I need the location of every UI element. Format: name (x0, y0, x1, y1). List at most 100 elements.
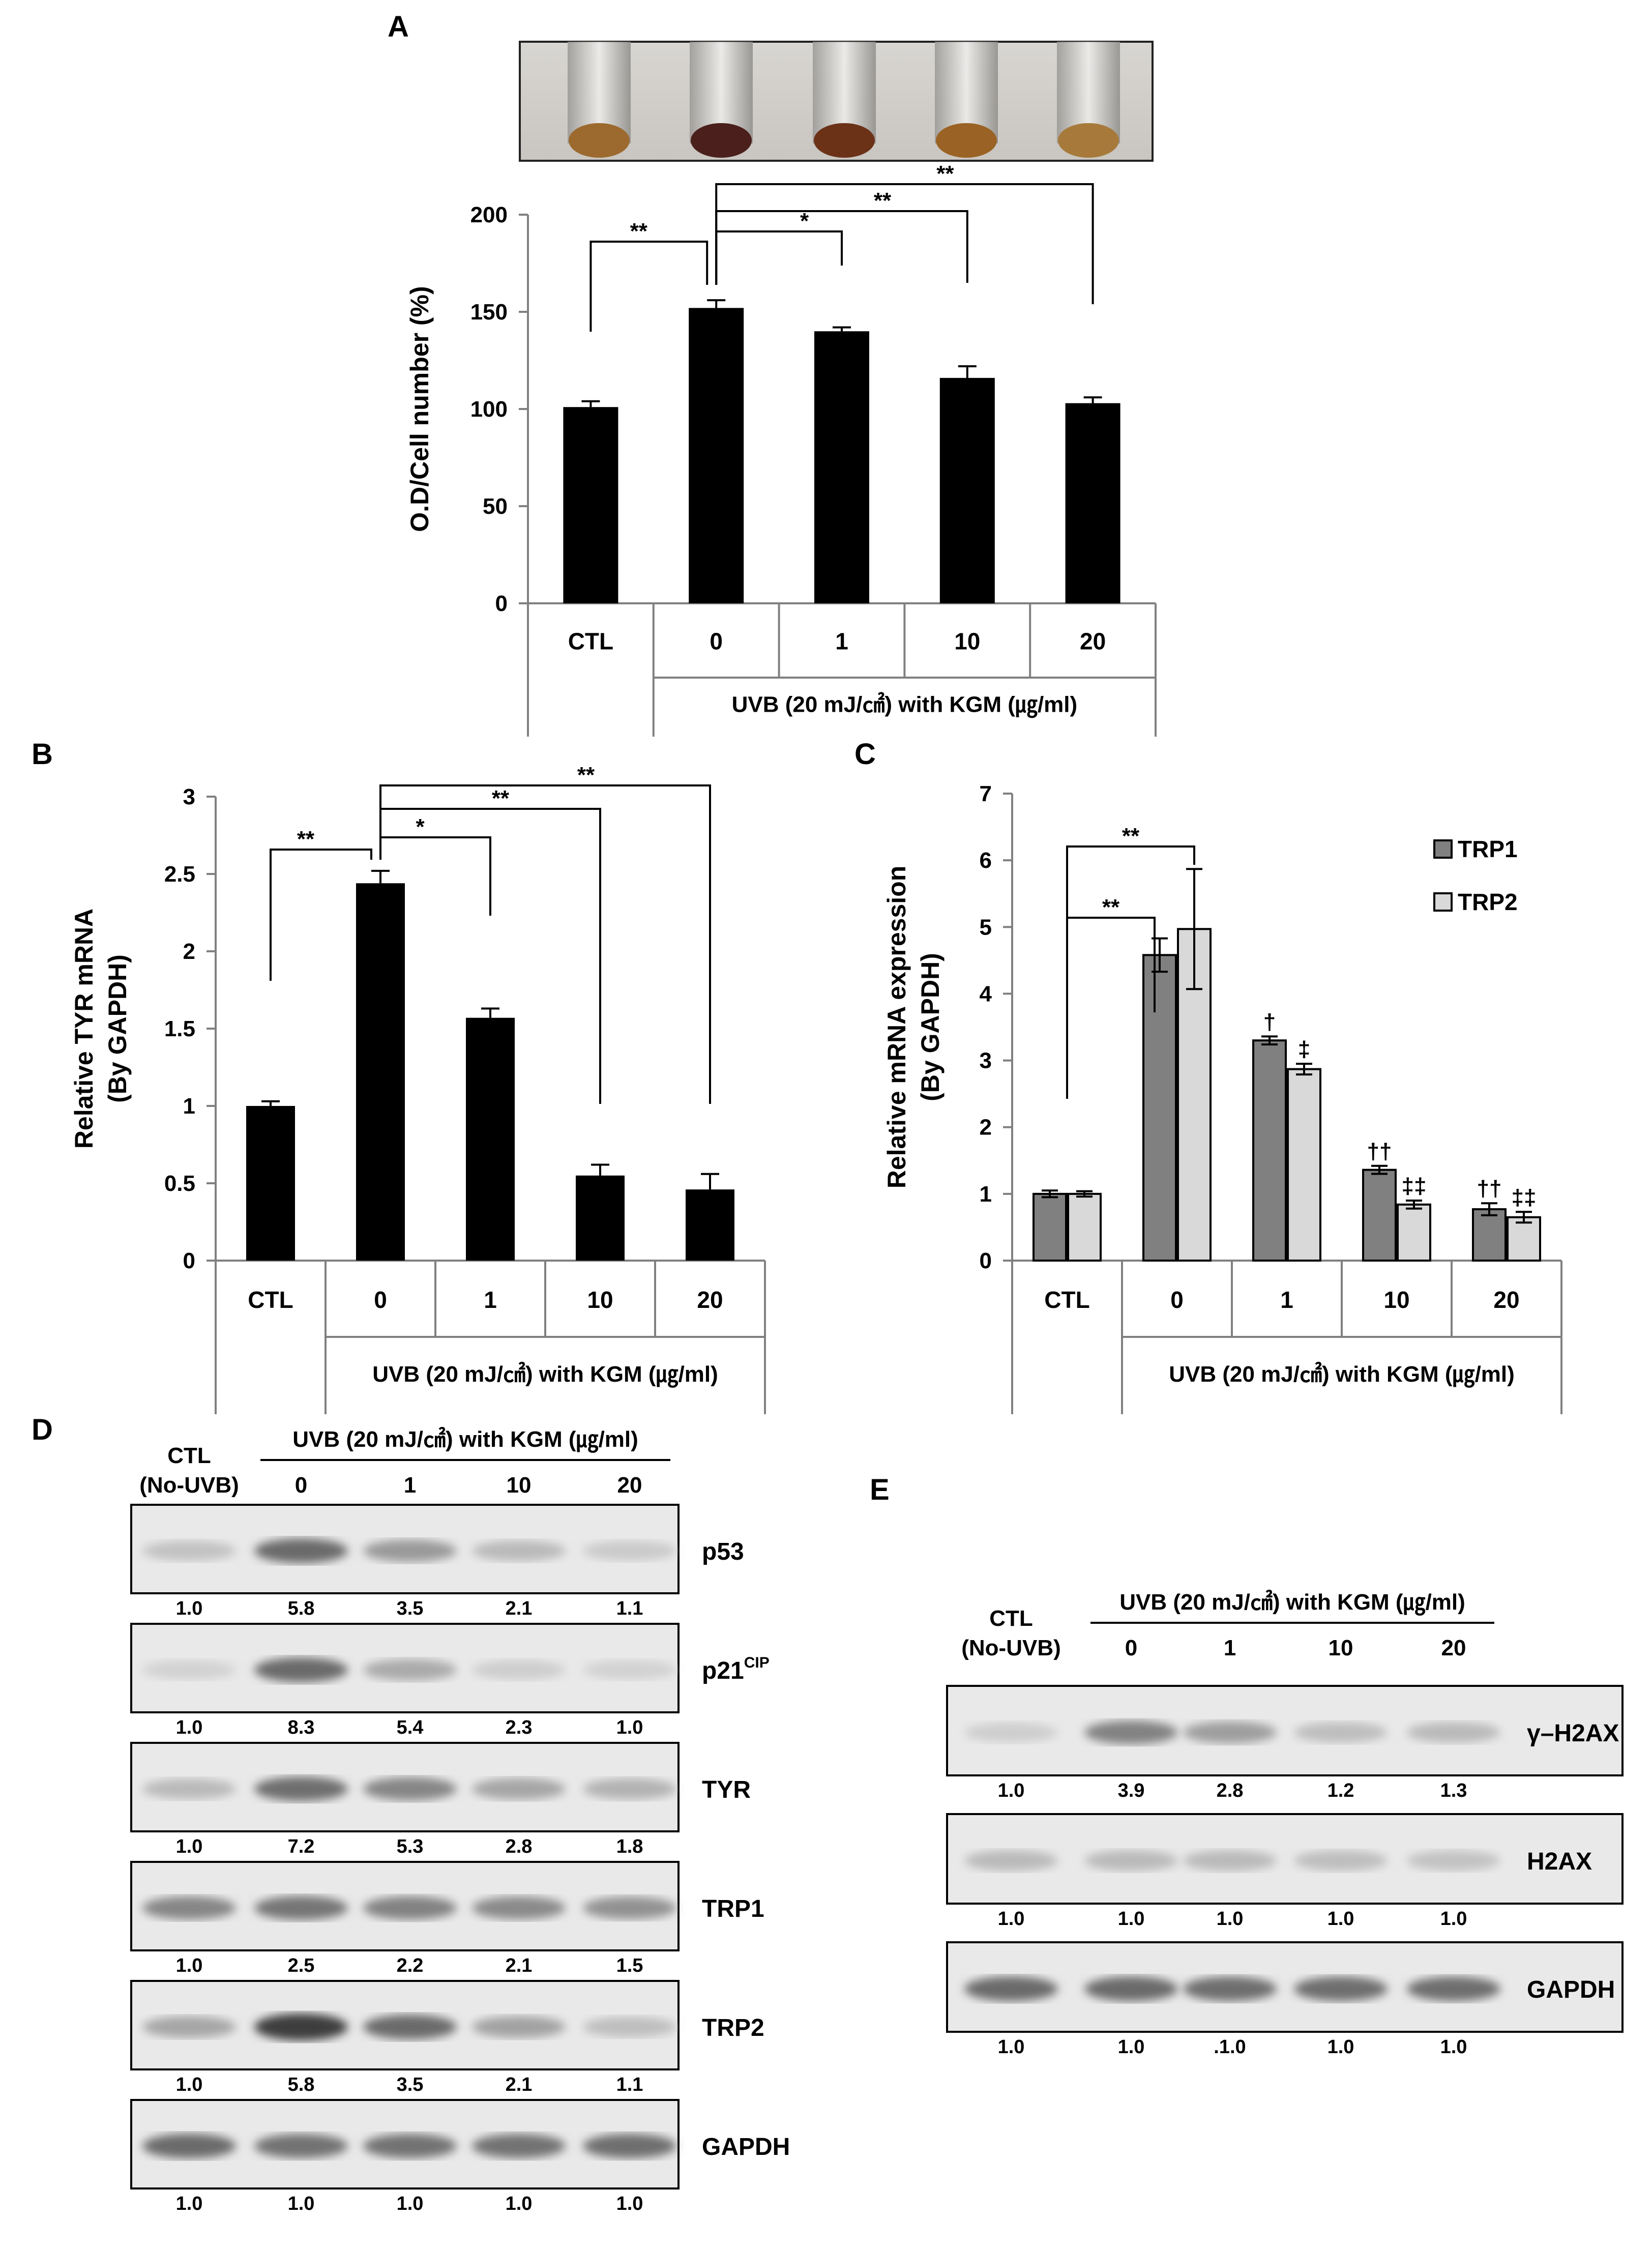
blot-membrane (946, 1813, 1624, 1905)
bar-trp1 (1472, 1208, 1507, 1262)
blot-band (583, 1660, 676, 1680)
band-quantification: 1.3 (1440, 1780, 1467, 1801)
protein-label: p21CIP (702, 1654, 770, 1684)
blot-band (472, 2134, 566, 2158)
band-quantification: 2.3 (506, 1717, 533, 1738)
protein-label: GAPDH (1527, 1976, 1615, 2003)
bar-trp2 (1067, 1192, 1102, 1262)
band-quantification: 1.0 (1118, 1908, 1145, 1930)
blot-band (1407, 1850, 1500, 1871)
blot-band (472, 1896, 566, 1920)
blot-band (583, 2134, 676, 2158)
blot-band (254, 1538, 348, 1563)
legend-swatch-trp1 (1433, 839, 1453, 859)
significance-bracket (270, 849, 372, 981)
band-quantification: 1.0 (1118, 2036, 1145, 2058)
protein-label-superscript: CIP (744, 1654, 770, 1671)
y-tick-label: 200 (470, 202, 508, 227)
blot-membrane (946, 1941, 1624, 2033)
legend-swatch-trp2 (1433, 892, 1453, 912)
blot-band (583, 1896, 676, 1919)
western-blot-e: CTL (No-UVB) UVB (20 mJ/㎠) with KGM (㎍/ml)… (946, 1589, 1624, 2058)
y-tick-label: 0 (980, 1248, 992, 1273)
category-label: 10 (954, 628, 980, 655)
band-quantification: 1.2 (1328, 1780, 1354, 1801)
blot-band (363, 2134, 457, 2158)
significance-bracket (589, 241, 709, 332)
ctl-label-line2: (No-UVB) (961, 1636, 1061, 1660)
group-label: UVB (20 mJ/㎠) with KGM (㎍/ml) (372, 1361, 718, 1388)
blot-row-p21: 1.0 8.3 5.4 2.3 1.0 p21CIP (130, 1623, 770, 1738)
y-tick-label: 3 (980, 1048, 992, 1073)
band-quantification: 5.8 (288, 2074, 315, 2095)
treatment-header: UVB (20 mJ/㎠) with KGM (㎍/ml) (1119, 1589, 1465, 1616)
panel-letter-b: B (32, 738, 53, 771)
y-axis-title: O.D/Cell number (%) (405, 286, 434, 532)
panel-letter-d: D (32, 1413, 53, 1446)
blot-band (1084, 1850, 1178, 1871)
band-quantification: 2.1 (506, 1598, 533, 1619)
band-quantification: 1.0 (176, 1836, 203, 1857)
category-label: 20 (1493, 1287, 1519, 1313)
protein-label: TRP1 (702, 1895, 764, 1922)
band-quantification: 1.0 (176, 1955, 203, 1976)
category-label: 0 (1170, 1287, 1184, 1313)
category-label: 0 (374, 1287, 387, 1313)
band-quantification: 3.5 (397, 2074, 424, 2095)
band-quantification: 1.1 (616, 2074, 643, 2095)
category-label: 20 (697, 1287, 723, 1313)
bar (246, 1106, 295, 1261)
y-tick-label: 0 (495, 591, 508, 616)
blot-band (254, 2013, 348, 2040)
blot-band (964, 1850, 1058, 1871)
y-axis-title-line1: Relative mRNA expression (882, 866, 911, 1189)
tube-pellet-5 (1058, 123, 1119, 158)
band-quantification: 1.0 (616, 1717, 643, 1738)
band-quantification: 1.5 (616, 1955, 643, 1976)
significance-label: ** (297, 827, 315, 852)
lane-label: 20 (617, 1473, 642, 1498)
blot-band (1084, 1720, 1178, 1744)
blot-band (1407, 1722, 1500, 1743)
protein-label: TRP2 (702, 2015, 764, 2041)
band-quantification: 1.0 (998, 1780, 1025, 1801)
blot-band (363, 1896, 457, 1920)
band-quantification: 1.0 (176, 1598, 203, 1619)
blot-band (1407, 1976, 1500, 2001)
significance-mark: †† (1477, 1176, 1502, 1201)
significance-label: ** (1102, 895, 1120, 920)
blot-membrane (946, 1685, 1624, 1776)
blot-band (142, 1896, 236, 1920)
y-tick-label: 6 (980, 848, 992, 873)
blot-row-tyr: 1.0 7.2 5.3 2.8 1.8 TYR (130, 1742, 751, 1857)
band-quantification: 1.0 (1328, 1908, 1354, 1930)
band-quantification: 1.0 (1440, 2036, 1467, 2058)
protein-label: H2AX (1527, 1848, 1592, 1875)
y-tick-label: 1 (183, 1094, 195, 1119)
blot-row-h2ax: 1.0 3.9 2.8 1.2 1.3 γ–H2AX (946, 1685, 1624, 1801)
bar (563, 407, 618, 603)
significance-label: * (416, 814, 425, 839)
y-tick-label: 7 (980, 781, 992, 806)
blot-band (472, 1660, 566, 1680)
legend-label-trp2: TRP2 (1458, 889, 1518, 915)
significance-bracket (715, 183, 1094, 304)
panel-letter-e: E (870, 1473, 890, 1506)
y-tick-label: 3 (183, 784, 195, 809)
band-quantification: 2.2 (397, 1955, 424, 1976)
significance-label: ** (936, 161, 954, 186)
significance-mark: †† (1367, 1139, 1392, 1164)
y-tick-label: 1.5 (164, 1016, 195, 1041)
y-axis-title-line2: (By GAPDH) (916, 953, 945, 1101)
bar-trp1 (1362, 1169, 1397, 1262)
significance-label: ** (630, 219, 648, 244)
lane-label: 10 (1329, 1636, 1353, 1660)
band-quantification: 3.5 (397, 1598, 424, 1619)
blot-band (583, 2017, 676, 2037)
band-quantification: 7.2 (288, 1836, 315, 1857)
bar (939, 377, 995, 603)
y-tick-label: 2.5 (164, 862, 195, 887)
bar (686, 1189, 734, 1261)
protein-label: GAPDH (702, 2134, 790, 2161)
